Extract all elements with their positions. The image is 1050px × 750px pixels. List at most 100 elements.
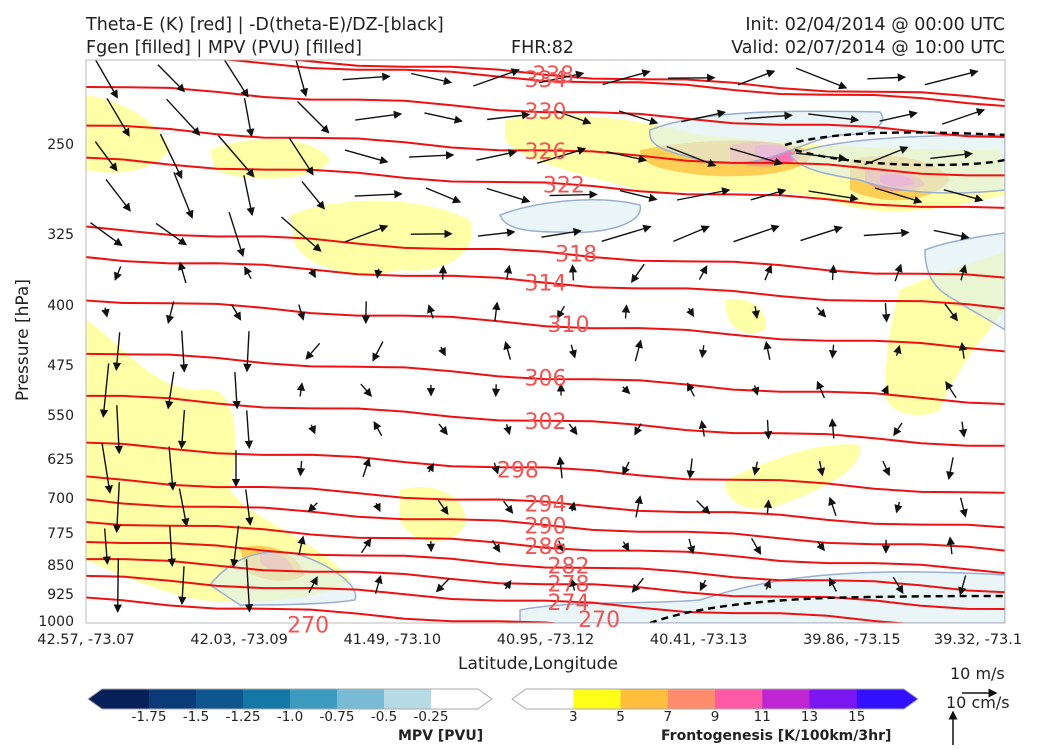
valid-time: Valid: 02/07/2014 @ 10:00 UTC <box>731 38 1005 58</box>
wind-vector <box>159 133 183 180</box>
wind-vector <box>101 307 110 318</box>
wind-vector <box>946 536 956 555</box>
wind-vector <box>435 578 450 593</box>
wind-vector <box>555 110 592 125</box>
wind-vector <box>892 576 904 594</box>
theta-e-contour-label: 306 <box>525 366 567 391</box>
wind-vector <box>556 540 565 553</box>
wind-vector <box>621 541 630 552</box>
theta-e-contour-label: 334 <box>525 68 567 93</box>
wind-vector <box>106 97 130 137</box>
wind-vector <box>486 187 531 204</box>
colorbar-tick-label: 3 <box>568 709 578 725</box>
init-time: Init: 02/04/2014 @ 00:00 UTC <box>745 15 1005 35</box>
y-tick-label: 775 <box>47 526 74 543</box>
wind-vector <box>411 72 453 86</box>
colorbar-swatch <box>715 689 763 709</box>
fgen-colorbar-title: Frontogenesis [K/100km/3hr] <box>661 728 892 744</box>
wind-vector <box>622 461 630 476</box>
fgen-fill-region <box>725 444 861 509</box>
wind-vector <box>763 579 772 590</box>
wind-vector <box>744 111 793 120</box>
wind-vector <box>699 579 708 592</box>
wind-vector <box>958 342 968 359</box>
wind-vector <box>372 341 384 362</box>
wind-vector <box>94 60 118 99</box>
wind-vector <box>763 499 773 514</box>
wind-vector <box>796 152 848 163</box>
colorbar-tick-label: -1.75 <box>131 709 167 725</box>
wind-vector <box>178 488 190 527</box>
colorbar-swatch <box>809 689 858 709</box>
wind-vector <box>621 304 631 319</box>
wind-vector <box>476 149 518 161</box>
wind-vector <box>232 371 241 410</box>
theta-e-contour-line <box>86 441 1005 494</box>
wind-vector <box>606 151 648 163</box>
wind-vector <box>113 558 122 613</box>
theta-e-contour-label: 274 <box>548 591 590 616</box>
wind-vector <box>634 495 643 518</box>
colorbar-swatch <box>431 689 479 709</box>
wind-vector <box>630 263 645 283</box>
title-left-2: Fgen [filled] | MPV (PVU) [filled] <box>86 38 362 58</box>
mpv-negative-region <box>788 134 1005 194</box>
wind-vector <box>556 456 565 479</box>
wind-vector <box>863 228 910 238</box>
wind-vector <box>634 423 643 436</box>
wind-vector <box>245 489 254 526</box>
y-tick-label: 1000 <box>38 614 74 630</box>
wind-vector <box>959 264 968 281</box>
theta-e-contour-line <box>86 540 1005 594</box>
wind-vector <box>541 227 582 238</box>
wind-vector <box>90 222 123 247</box>
theta-e-contour-line <box>86 86 1005 138</box>
theta-e-contour-line <box>86 394 1005 447</box>
wind-vector <box>941 108 986 125</box>
wind-vector <box>751 306 760 320</box>
wind-vector <box>621 385 631 395</box>
y-tick-label: 475 <box>47 357 74 374</box>
wind-vector <box>686 458 695 479</box>
wind-vector <box>946 457 955 480</box>
wind-vector <box>676 187 731 201</box>
wind-vector <box>687 538 696 555</box>
wind-vector <box>867 73 907 82</box>
colorbar-tick-label: 5 <box>616 709 625 725</box>
wind-vector <box>354 190 403 199</box>
colorbar-outline <box>87 688 493 710</box>
wind-vector <box>426 462 434 473</box>
wind-vector <box>795 67 848 90</box>
dashed-contour <box>784 131 1005 147</box>
wind-vector <box>491 540 501 553</box>
x-tick-label: 39.86, -73.15 <box>803 632 901 648</box>
wind-vector <box>165 301 175 324</box>
wind-vector <box>178 566 187 606</box>
wind-vector <box>808 113 860 124</box>
wind-vector <box>503 579 512 590</box>
colorbar-swatch <box>337 689 385 709</box>
colorbar-extend-arrow <box>88 689 102 709</box>
wind-vector <box>880 385 889 395</box>
dashed-contour <box>649 594 1005 623</box>
wind-vector <box>342 72 391 81</box>
colorbar-tick-label: 11 <box>753 709 771 725</box>
wind-vector <box>828 577 838 592</box>
wind-vector <box>569 578 578 591</box>
wind-vector <box>750 188 787 201</box>
wind-vector <box>698 345 708 359</box>
theta-e-contour-label: 282 <box>548 554 590 579</box>
wind-vector <box>487 111 531 121</box>
colorbar-tick-label: -1.5 <box>182 709 210 725</box>
wind-vector <box>828 496 837 517</box>
wind-vector <box>538 70 585 84</box>
wind-vector <box>280 216 322 252</box>
wind-vector <box>816 460 826 477</box>
wind-vector <box>828 418 837 439</box>
ref-horizontal-label: 10 m/s <box>950 664 1005 683</box>
wind-vector <box>673 225 710 243</box>
theta-e-contour-label: 314 <box>525 271 567 296</box>
wind-vector <box>360 383 373 397</box>
theta-e-contour-label: 290 <box>525 514 567 539</box>
